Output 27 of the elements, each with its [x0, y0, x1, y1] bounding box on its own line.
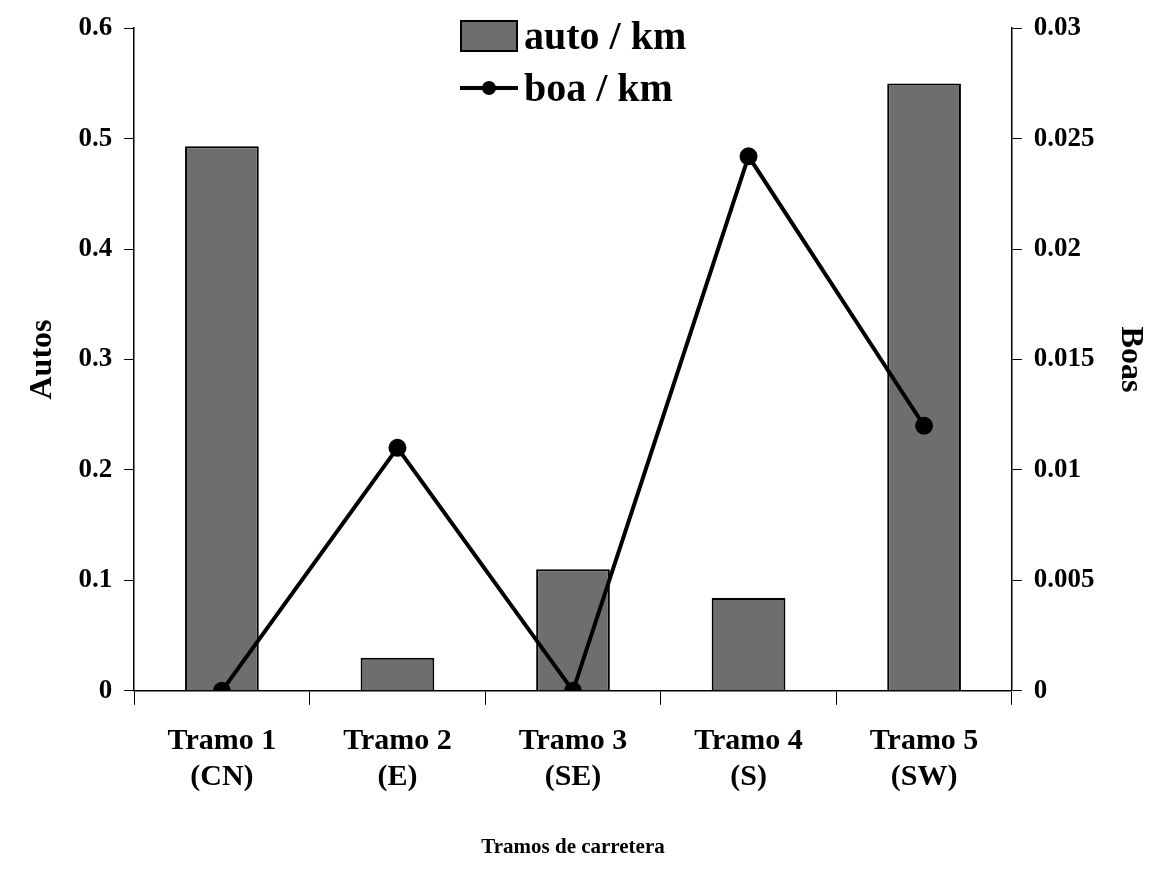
x-tick-label: Tramo 5 (SW)	[869, 721, 979, 792]
y2-tick-label: 0.02	[1033, 232, 1082, 263]
x-tick-label: Tramo 2 (E)	[343, 721, 452, 792]
legend-label: auto / km	[524, 13, 687, 59]
point	[739, 147, 758, 166]
x-tick-label: Tramo 4 (S)	[694, 721, 803, 792]
x-axis-title: Tramos de carretera	[481, 833, 666, 858]
point	[388, 438, 407, 457]
y-tick-label: 0.4	[78, 232, 113, 263]
y-tick-label: 0.1	[78, 563, 113, 594]
y2-tick-label: 0	[1033, 673, 1048, 704]
legend-label: boa / km	[524, 65, 673, 111]
y2-axis-title: Boas	[1114, 326, 1151, 393]
y-tick-label: 0.5	[78, 121, 113, 152]
y2-tick-label: 0.01	[1033, 452, 1082, 483]
x-tick-label: Tramo 3 (SE)	[518, 721, 628, 792]
y2-tick-label: 0.03	[1033, 11, 1082, 42]
y2-tick-label: 0.005	[1033, 563, 1095, 594]
y-axis-title: Autos	[22, 319, 59, 400]
y-tick-label: 0	[98, 673, 113, 704]
y-tick-label: 0.2	[78, 452, 113, 483]
y2-tick-label: 0.015	[1033, 342, 1095, 373]
y-tick-label: 0.6	[78, 11, 113, 42]
x-tick-label: Tramo 1 (CN)	[167, 721, 277, 792]
point	[915, 416, 934, 435]
y-tick-label: 0.3	[78, 342, 113, 373]
y2-tick-label: 0.025	[1033, 121, 1095, 152]
